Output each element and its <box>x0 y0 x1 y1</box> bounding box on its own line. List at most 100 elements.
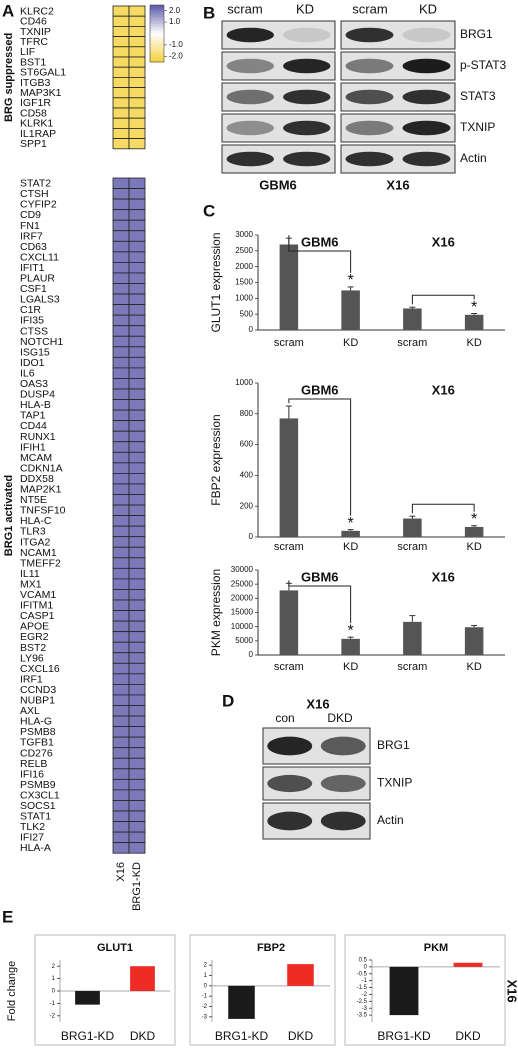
heatmap-cell <box>128 715 146 727</box>
chart-frame <box>189 934 336 1046</box>
x-tick-label: KD <box>466 541 481 553</box>
gene-label: AXL <box>20 705 40 717</box>
heatmap-cell <box>112 736 130 749</box>
y-tick-label: 400 <box>240 471 254 480</box>
lane-label: scram <box>352 1 387 16</box>
x-tick-label: scram <box>397 661 427 673</box>
gene-label: TFRC <box>20 36 48 48</box>
x-tick-label: DKD <box>130 1029 156 1043</box>
heatmap-cell <box>128 388 146 400</box>
colorbar-step <box>150 52 164 56</box>
x-tick-label: KD <box>466 337 481 349</box>
heatmap-cell <box>112 462 130 474</box>
y-tick-label: 3000 <box>235 230 253 239</box>
heatmap-cell <box>112 641 130 654</box>
heatmap-cell <box>112 230 130 242</box>
gene-label: TXNIP <box>20 26 51 38</box>
heatmap-cell <box>112 800 130 812</box>
heatmap-cell <box>112 831 130 844</box>
lane-label: KD <box>419 1 437 16</box>
heatmap-cell <box>128 261 146 274</box>
bar <box>279 244 299 330</box>
gene-label: IFI27 <box>20 832 44 844</box>
y-axis-label: GLUT1 expression <box>209 232 223 332</box>
bar <box>279 590 299 655</box>
heatmap-cell <box>112 420 130 432</box>
protein-label: TXNIP <box>460 120 495 134</box>
bar <box>403 518 422 537</box>
heatmap-cell <box>112 472 130 485</box>
heatmap-cell <box>128 77 146 89</box>
blot-band <box>402 151 451 167</box>
gene-label: APOE <box>20 621 49 633</box>
heatmap-cell <box>128 283 146 295</box>
gene-label: NOTCH1 <box>20 336 63 348</box>
bar <box>287 964 314 986</box>
heatmap-cell <box>112 515 130 527</box>
x-tick-label: KD <box>343 661 358 673</box>
heatmap-cell <box>112 747 130 759</box>
gene-label: MAP2K1 <box>20 484 62 496</box>
heatmap-cell <box>128 705 146 717</box>
heatmap-cell <box>128 138 146 150</box>
heatmap-cell <box>112 251 130 263</box>
y-tick-label: -2 <box>50 1013 56 1019</box>
heatmap-cell <box>128 726 146 738</box>
y-tick-label: 0 <box>249 325 254 334</box>
heatmap-cell <box>112 599 130 611</box>
heatmap-cell <box>112 46 130 58</box>
group-label: GBM6 <box>301 382 339 397</box>
heatmap-cell <box>112 694 130 706</box>
y-tick-label: 10000 <box>231 622 254 631</box>
blot-band <box>402 120 451 136</box>
colorbar-step <box>150 38 164 42</box>
y-tick-label: 1000 <box>235 378 253 387</box>
lane-label: con <box>275 711 294 725</box>
colorbar-label: -2.0 <box>169 51 183 60</box>
y-tick-label: 5000 <box>235 636 253 645</box>
blot-band <box>283 89 331 105</box>
gene-label: LY96 <box>20 652 44 664</box>
y-tick-label: 2 <box>204 963 208 969</box>
blot-band <box>267 736 313 756</box>
heatmap-cell <box>128 251 146 263</box>
gene-label: TMEFF2 <box>20 557 61 569</box>
heatmap-cell <box>128 346 146 358</box>
colorbar-step <box>150 54 164 58</box>
y-axis-label: FBP2 expression <box>209 414 223 505</box>
colorbar-step <box>150 33 164 37</box>
gene-label: LIF <box>20 46 35 58</box>
heatmap-cell <box>128 694 146 706</box>
protein-label: Actin <box>377 813 404 827</box>
protein-label: STAT3 <box>460 89 496 103</box>
colorbar-step <box>150 43 164 46</box>
gene-label: PLAUR <box>20 273 55 285</box>
heatmap-cell <box>128 567 146 580</box>
heatmap-cell <box>128 107 146 119</box>
blot-band <box>283 120 331 136</box>
gene-label: CCND3 <box>20 684 56 696</box>
heatmap-cell <box>128 56 146 68</box>
heatmap-cell <box>112 346 130 358</box>
gene-label: DUSP4 <box>20 389 55 401</box>
bar <box>341 290 360 330</box>
y-axis-label: Fold change <box>6 961 18 1022</box>
heatmap-cell <box>112 842 130 854</box>
chart-frame <box>34 934 176 1046</box>
comparison-bracket <box>411 294 475 305</box>
colorbar-step <box>150 12 164 15</box>
gene-label: NT5E <box>20 494 47 506</box>
y-tick-label: 0.5 <box>359 958 368 964</box>
colorbar-step <box>150 19 164 23</box>
heatmap-cell <box>128 451 146 464</box>
gene-label: PSMB8 <box>20 726 56 738</box>
heatmap-cell <box>128 46 146 58</box>
blot-band <box>345 89 394 105</box>
gene-label: C1R <box>20 304 41 316</box>
heatmap-cell <box>112 272 130 284</box>
gene-label: IGF1R <box>20 97 51 109</box>
heatmap-cell <box>112 821 130 833</box>
heatmap-cell <box>112 662 130 675</box>
heatmap-cell <box>112 388 130 400</box>
